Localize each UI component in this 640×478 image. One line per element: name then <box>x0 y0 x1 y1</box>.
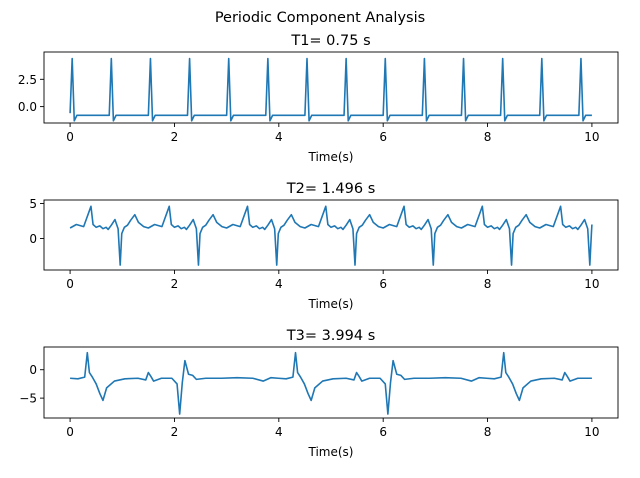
x-axis-label: Time(s) <box>308 297 354 311</box>
x-tick-label: 0 <box>66 130 74 144</box>
series-line <box>69 57 592 122</box>
y-tick-label: −5 <box>19 392 37 406</box>
axes-frame <box>43 51 619 124</box>
figure-suptitle: Periodic Component Analysis <box>215 10 425 26</box>
x-tick-label: 8 <box>484 130 492 144</box>
x-tick-label: 10 <box>584 425 599 439</box>
x-tick-label: 6 <box>379 425 387 439</box>
x-tick-label: 2 <box>171 130 179 144</box>
subplot-title: T3= 3.994 s <box>286 328 376 344</box>
y-tick-label: 0 <box>29 232 37 246</box>
x-tick-label: 4 <box>275 277 283 291</box>
x-tick-label: 4 <box>275 130 283 144</box>
subplot-title: T2= 1.496 s <box>286 181 376 197</box>
x-tick-label: 0 <box>66 277 74 291</box>
y-tick-label: 5 <box>29 197 37 211</box>
y-tick-label: 0 <box>29 363 37 377</box>
x-tick-label: 6 <box>379 130 387 144</box>
x-tick-label: 2 <box>171 425 179 439</box>
x-tick-label: 2 <box>171 277 179 291</box>
x-tick-label: 8 <box>484 277 492 291</box>
axes-frame <box>43 199 619 271</box>
x-tick-label: 10 <box>584 277 599 291</box>
y-tick-label: 2.5 <box>18 73 37 87</box>
x-tick-label: 4 <box>275 425 283 439</box>
series-line <box>69 205 593 266</box>
subplot-title: T1= 0.75 s <box>290 33 370 49</box>
x-tick-label: 6 <box>379 277 387 291</box>
subplot-3: T3= 3.994 s 0 2 4 6 8 10 −5 0 Time(s) <box>19 328 619 459</box>
subplot-2: T2= 1.496 s 0 2 4 6 8 10 0 5 Time(s) <box>29 181 619 311</box>
x-tick-label: 10 <box>584 130 599 144</box>
series-line <box>70 351 592 415</box>
x-axis-label: Time(s) <box>308 150 354 164</box>
subplot-1: T1= 0.75 s 0 2 4 6 8 10 0.0 2.5 Time(s) <box>18 33 619 164</box>
x-tick-label: 0 <box>66 425 74 439</box>
x-axis-label: Time(s) <box>308 445 354 459</box>
y-tick-label: 0.0 <box>18 100 37 114</box>
axes-frame <box>43 346 619 419</box>
x-tick-label: 8 <box>484 425 492 439</box>
